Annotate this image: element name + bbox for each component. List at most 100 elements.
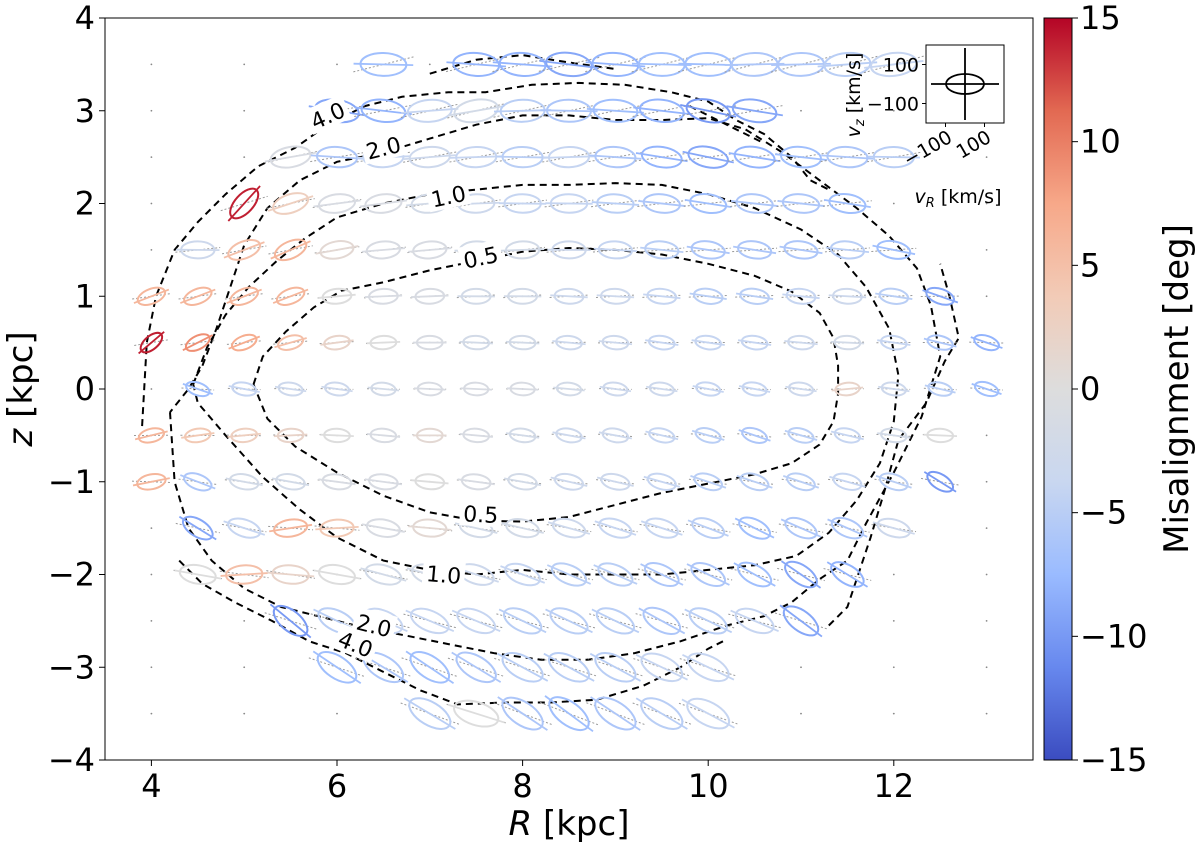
velocity-ellipse [134, 427, 169, 444]
velocity-ellipse [317, 287, 357, 305]
velocity-ellipse [770, 51, 832, 77]
velocity-ellipse [271, 286, 310, 306]
velocity-ellipse [360, 240, 406, 260]
velocity-ellipse [503, 473, 542, 491]
velocity-ellipse [319, 334, 355, 351]
velocity-ellipse [403, 607, 457, 635]
velocity-ellipse [312, 563, 362, 586]
velocity-ellipse [922, 427, 958, 444]
velocity-ellipse [400, 697, 460, 730]
velocity-ellipse [180, 427, 216, 444]
velocity-ellipse [506, 381, 539, 397]
grid-dot [150, 712, 153, 715]
velocity-ellipse [730, 561, 779, 588]
velocity-ellipse [690, 334, 726, 351]
velocity-ellipse [542, 607, 596, 635]
velocity-ellipse [593, 517, 638, 539]
velocity-ellipse [876, 427, 912, 444]
velocity-ellipse [224, 286, 264, 306]
velocity-ellipse [728, 607, 781, 635]
contour-label: 1.0 [424, 178, 472, 213]
grid-dot [985, 619, 988, 622]
contour-line-4 [429, 54, 616, 75]
velocity-ellipse [320, 381, 354, 397]
velocity-ellipse [503, 287, 543, 305]
x-tick-label: 12 [873, 767, 914, 805]
grid-dot [150, 388, 153, 390]
velocity-ellipse [539, 695, 599, 733]
grid-dot [892, 109, 895, 112]
velocity-ellipse [820, 145, 875, 169]
contour-line-0-5 [252, 246, 840, 523]
velocity-ellipse [505, 334, 540, 351]
velocity-ellipse [735, 287, 775, 305]
grid-dot [336, 712, 338, 715]
grid-dot [150, 202, 153, 205]
velocity-ellipse [363, 287, 403, 305]
grid-dot [150, 527, 153, 530]
colorbar-gradient [1043, 17, 1073, 761]
velocity-ellipse [458, 427, 494, 444]
y-tick-label: −2 [48, 556, 95, 594]
velocity-ellipse [220, 185, 268, 222]
velocity-ellipse [685, 517, 731, 540]
velocity-ellipse [224, 473, 264, 491]
velocity-ellipse [314, 240, 360, 260]
velocity-ellipse [681, 607, 735, 635]
velocity-ellipse [493, 696, 552, 731]
velocity-ellipse [634, 145, 689, 169]
velocity-ellipse [586, 652, 644, 683]
velocity-ellipse [221, 238, 267, 261]
colorbar-tick-label: −15 [1080, 741, 1148, 779]
velocity-ellipse [410, 473, 450, 491]
velocity-ellipse [632, 697, 692, 730]
inset-x-label: vR [km/s] [915, 186, 1002, 211]
velocity-ellipse [312, 193, 362, 214]
velocity-ellipse [970, 380, 1003, 398]
velocity-ellipse [637, 561, 686, 588]
velocity-ellipse [688, 472, 728, 492]
grid-dot [985, 295, 988, 298]
colorbar-tick-label: 10 [1080, 123, 1121, 161]
velocity-ellipse [737, 426, 772, 444]
x-tick-label: 4 [141, 767, 161, 805]
velocity-ellipse [774, 604, 828, 638]
grid-dot [985, 712, 988, 715]
grid-dot [985, 666, 988, 669]
velocity-ellipse [817, 51, 878, 77]
velocity-ellipse [688, 287, 728, 305]
velocity-ellipse [783, 427, 819, 444]
velocity-ellipse [412, 334, 448, 351]
grid-dot [243, 63, 246, 66]
grid-dot [150, 666, 153, 669]
velocity-ellipse [268, 238, 313, 262]
velocity-ellipse [498, 193, 548, 214]
inset-y-tick-label: −100 [867, 94, 919, 116]
velocity-ellipse [644, 427, 680, 444]
velocity-ellipse [226, 427, 262, 444]
velocity-ellipse [498, 562, 547, 587]
y-tick-label: 4 [75, 0, 95, 37]
velocity-ellipse [546, 240, 592, 260]
velocity-ellipse [544, 193, 594, 214]
svg-text:0.5: 0.5 [463, 502, 499, 529]
velocity-ellipse [551, 427, 587, 444]
velocity-ellipse [364, 473, 403, 491]
velocity-ellipse [314, 518, 360, 538]
velocity-ellipse [274, 381, 307, 397]
y-tick-label: −1 [48, 463, 95, 501]
velocity-ellipse [412, 427, 448, 444]
velocity-ellipse [732, 240, 778, 260]
velocity-ellipse [505, 427, 540, 444]
grid-dot [985, 434, 988, 437]
velocity-ellipse [922, 334, 958, 351]
velocity-ellipse [407, 240, 453, 260]
velocity-ellipse [551, 334, 587, 351]
velocity-ellipse [132, 286, 171, 306]
velocity-ellipse [353, 51, 414, 77]
velocity-ellipse [590, 193, 640, 214]
velocity-ellipse [684, 561, 733, 588]
velocity-ellipse [923, 381, 957, 397]
velocity-ellipse [678, 697, 738, 730]
